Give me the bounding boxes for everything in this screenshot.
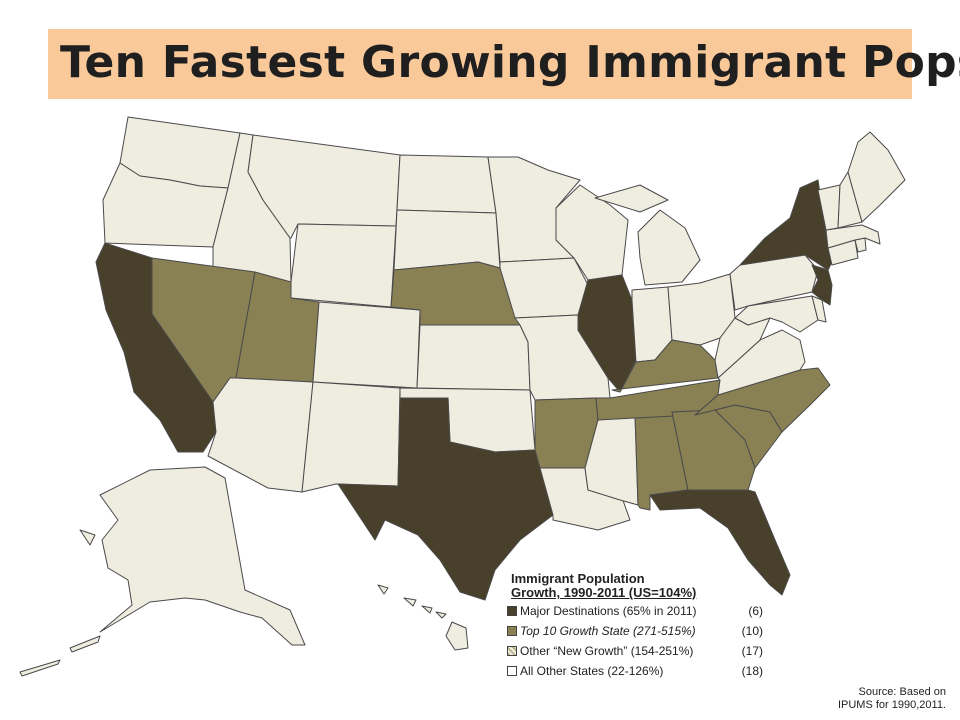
title-banner: Ten Fastest Growing Immigrant Pops <box>48 29 960 99</box>
state-new-jersey <box>811 264 833 306</box>
state-north-dakota <box>396 154 497 214</box>
state-kentucky <box>611 339 719 393</box>
legend-swatch-major <box>507 606 517 616</box>
legend-item-top10: Top 10 Growth State (271-515%) (10) <box>505 622 770 640</box>
state-florida <box>649 489 791 596</box>
state-colorado <box>312 301 421 389</box>
legend-item-other: All Other States (22-126%) (18) <box>505 662 770 680</box>
source-note: Source: Based on IPUMS for 1990,2011. <box>786 686 946 712</box>
state-wyoming <box>290 223 397 308</box>
state-kansas <box>416 324 531 391</box>
state-arizona <box>207 377 314 493</box>
legend-label: Major Destinations (65% in 2011) <box>520 604 697 618</box>
page-title: Ten Fastest Growing Immigrant Pops <box>60 37 960 88</box>
legend-item-new-growth: Other “New Growth” (154-251%) (17) <box>505 642 770 660</box>
source-line1: Source: Based on <box>858 686 946 698</box>
state-new-mexico <box>301 381 401 493</box>
state-delaware <box>811 295 827 323</box>
state-alaska-islands <box>19 529 101 677</box>
legend-swatch-other <box>507 666 517 676</box>
legend-count: (17) <box>741 644 763 658</box>
legend-title-line2: Growth, 1990-2011 (US=104%) <box>511 585 697 600</box>
legend-title-line1: Immigrant Population <box>511 571 645 586</box>
state-california <box>95 242 217 453</box>
legend-label: All Other States (22-126%) <box>520 664 664 678</box>
state-alaska <box>99 466 306 646</box>
state-iowa <box>499 257 589 319</box>
legend-swatch-top10 <box>507 626 517 636</box>
state-south-dakota <box>393 209 501 271</box>
state-hawaii <box>377 584 469 651</box>
state-massachusetts <box>825 224 881 249</box>
legend-item-major: Major Destinations (65% in 2011) (6) <box>505 602 770 620</box>
legend-swatch-new-growth <box>507 646 517 656</box>
map-legend: Immigrant Population Growth, 1990-2011 (… <box>505 572 770 680</box>
legend-count: (6) <box>748 604 763 618</box>
legend-count: (18) <box>741 664 763 678</box>
state-maine <box>847 131 906 223</box>
source-line2: IPUMS for 1990,2011. <box>837 699 946 711</box>
state-michigan <box>594 184 701 286</box>
legend-label: Other “New Growth” (154-251%) <box>520 644 694 658</box>
legend-title: Immigrant Population Growth, 1990-2011 (… <box>511 572 770 600</box>
legend-count: (10) <box>741 624 763 638</box>
state-texas <box>337 397 554 601</box>
legend-label: Top 10 Growth State (271-515%) <box>520 624 696 638</box>
